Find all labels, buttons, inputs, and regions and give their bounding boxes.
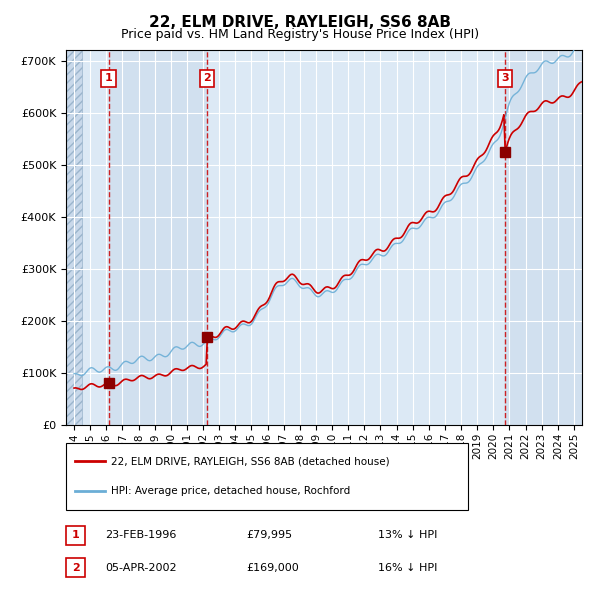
Text: 2: 2 <box>72 563 79 573</box>
Text: 1: 1 <box>72 530 79 540</box>
Text: £79,995: £79,995 <box>246 530 292 540</box>
Text: £169,000: £169,000 <box>246 563 299 573</box>
Text: Price paid vs. HM Land Registry's House Price Index (HPI): Price paid vs. HM Land Registry's House … <box>121 28 479 41</box>
Text: 23-FEB-1996: 23-FEB-1996 <box>105 530 176 540</box>
Text: 16% ↓ HPI: 16% ↓ HPI <box>378 563 437 573</box>
Text: 22, ELM DRIVE, RAYLEIGH, SS6 8AB: 22, ELM DRIVE, RAYLEIGH, SS6 8AB <box>149 15 451 30</box>
Text: HPI: Average price, detached house, Rochford: HPI: Average price, detached house, Roch… <box>111 486 350 496</box>
Text: 2: 2 <box>203 73 211 83</box>
Text: 05-APR-2002: 05-APR-2002 <box>105 563 176 573</box>
Text: 3: 3 <box>501 73 509 83</box>
Bar <box>109 50 207 425</box>
Bar <box>505 50 582 425</box>
Text: 1: 1 <box>104 73 112 83</box>
Text: 22, ELM DRIVE, RAYLEIGH, SS6 8AB (detached house): 22, ELM DRIVE, RAYLEIGH, SS6 8AB (detach… <box>111 457 389 467</box>
Text: 13% ↓ HPI: 13% ↓ HPI <box>378 530 437 540</box>
